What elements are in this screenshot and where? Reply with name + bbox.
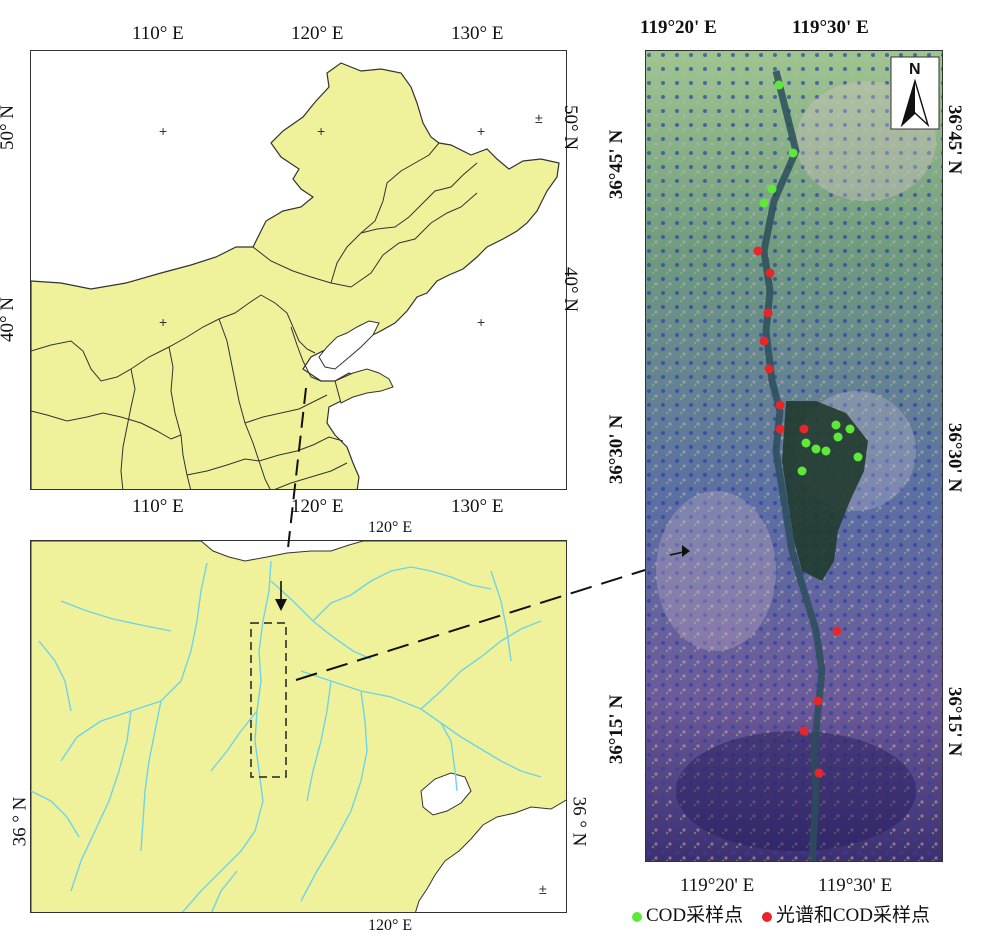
cod-point (853, 452, 863, 462)
image-top-tick-1: 119°20' E (640, 17, 717, 38)
province-borders (31, 142, 478, 489)
cod-point (767, 184, 777, 194)
bohai-sea (318, 320, 380, 370)
overview-map-china: + + + + + ± (30, 50, 567, 490)
cod-point (811, 444, 821, 454)
river-channel (760, 70, 826, 861)
spectral-point (814, 768, 824, 778)
top-map-bottom-tick-110: 110° E (132, 496, 184, 517)
cod-sampling-points (759, 80, 863, 476)
top-map-bottom-tick-130: 130° E (451, 496, 504, 517)
bottom-map-plus-mark: ± (539, 881, 547, 897)
spectral-point (813, 696, 823, 706)
cod-point (833, 432, 843, 442)
svg-text:+: + (477, 314, 485, 330)
cod-point (797, 466, 807, 476)
svg-text:+: + (477, 123, 485, 139)
graticule-marks: + + + + + (159, 123, 485, 330)
spectral-point (763, 308, 773, 318)
legend-spectral: 光谱和COD采样点 (761, 905, 930, 926)
legend-cod: COD采样点 (632, 905, 748, 926)
cod-point (801, 438, 811, 448)
top-map-top-tick-120: 120° E (291, 23, 344, 44)
spectral-point (775, 424, 785, 434)
bay-cutout (420, 772, 472, 816)
image-left-tick-3: 36°15' N (606, 694, 628, 765)
spectral-point (799, 726, 809, 736)
image-right-tick-2: 36°30' N (944, 422, 966, 493)
bottom-map-bottom-tick: 120° E (368, 917, 413, 934)
legend-spectral-label: 光谱和COD采样点 (775, 905, 930, 926)
shandong-peninsula (334, 368, 394, 404)
top-map-plus-mark: ± (535, 110, 543, 126)
top-map-top-tick-110: 110° E (132, 23, 184, 44)
river-network (31, 560, 542, 912)
top-map-bottom-tick-120: 120° E (291, 496, 344, 517)
spectral-cod-sampling-points (753, 246, 842, 778)
legend-cod-dot (632, 911, 642, 922)
image-bottom-tick-1: 119°20' E (680, 875, 755, 896)
image-bottom-tick-2: 119°30' E (818, 875, 893, 896)
top-map-top-tick-130: 130° E (451, 23, 504, 44)
legend-cod-label: COD采样点 (646, 905, 744, 926)
cod-point (759, 198, 769, 208)
spectral-point (764, 364, 774, 374)
image-right-tick-1: 36°45' N (944, 104, 966, 175)
cod-point (831, 420, 841, 430)
bottom-map-top-tick: 120° E (368, 519, 413, 536)
spectral-point (753, 246, 763, 256)
regional-map-svg: ± (31, 541, 566, 912)
svg-text:+: + (317, 123, 325, 139)
legend-spectral-dot (761, 911, 772, 922)
svg-text:+: + (159, 314, 167, 330)
regional-land (31, 541, 566, 912)
cod-point (845, 424, 855, 434)
satellite-image-panel: N (645, 50, 943, 862)
spectral-point (799, 424, 809, 434)
legend: COD采样点 光谱和COD采样点 (632, 906, 944, 925)
svg-text:+: + (159, 123, 167, 139)
image-right-tick-3: 36°15' N (944, 686, 966, 757)
satellite-image-svg (646, 51, 942, 861)
north-label: N (909, 61, 921, 78)
image-top-tick-2: 119°30' E (792, 17, 869, 38)
spectral-point (775, 400, 785, 410)
cod-point (821, 446, 831, 456)
spectral-point (832, 626, 842, 636)
image-left-tick-1: 36°45' N (606, 129, 628, 200)
overview-map-svg: + + + + + ± (31, 62, 560, 489)
spectral-point (759, 336, 769, 346)
study-area-arrow-head (275, 599, 287, 611)
land-region (31, 62, 560, 489)
regional-map-shandong: ± (30, 540, 567, 913)
cod-point (788, 148, 798, 158)
image-left-tick-2: 36°30' N (606, 414, 628, 485)
study-area-box (250, 622, 287, 778)
spectral-point (765, 268, 775, 278)
cod-point (774, 80, 784, 90)
